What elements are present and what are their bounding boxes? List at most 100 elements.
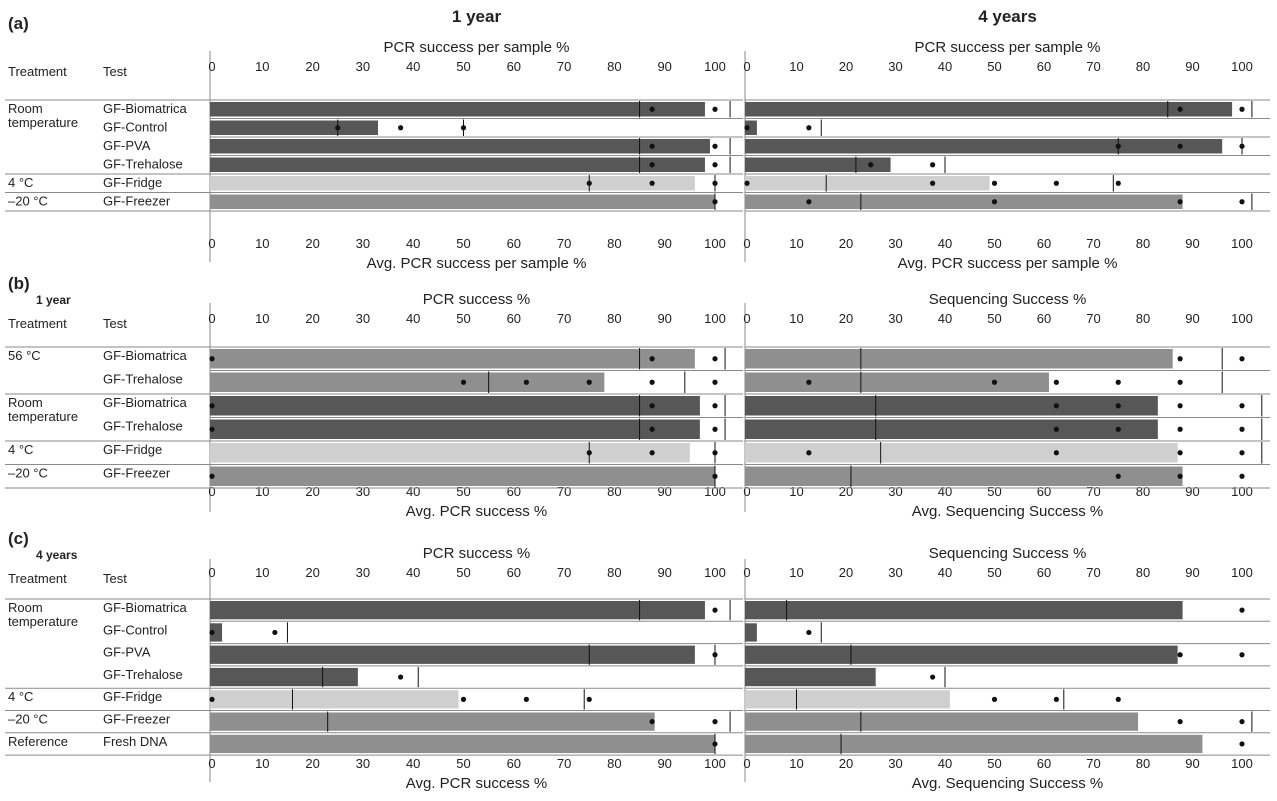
tick-label-bottom: 10 [789, 756, 803, 771]
data-point [649, 450, 655, 456]
tick-label-top: 10 [789, 565, 803, 580]
panel-title: 1 year [452, 7, 502, 26]
tick-label-top: 70 [557, 59, 571, 74]
bar [745, 601, 1183, 620]
category-label: GF-Freezer [103, 194, 171, 209]
category-label: GF-Fridge [103, 689, 162, 704]
category-label: GF-Trehalose [103, 667, 183, 682]
tick-label-bottom: 20 [305, 236, 319, 251]
tick-label-bottom: 0 [743, 236, 750, 251]
tick-label-bottom: 50 [456, 484, 470, 499]
data-point [991, 199, 998, 205]
data-point [649, 162, 655, 168]
tick-label-top: 80 [1136, 311, 1150, 326]
tick-label-bottom: 50 [456, 236, 470, 251]
tick-label-bottom: 90 [657, 484, 671, 499]
tick-label-top: 90 [657, 59, 671, 74]
tick-label-top: 40 [406, 311, 420, 326]
panel-label: (b) [8, 274, 30, 293]
bar [210, 601, 705, 620]
tick-label-bottom: 20 [839, 756, 853, 771]
tick-label-top: 70 [557, 311, 571, 326]
tick-label-top: 80 [607, 565, 621, 580]
tick-label-bottom: 100 [1231, 756, 1253, 771]
tick-label-top: 50 [987, 565, 1001, 580]
panel-5: Sequencing Success % Avg. Sequencing Succ… [743, 545, 1270, 792]
data-point [806, 199, 812, 205]
tick-label-top: 40 [938, 59, 952, 74]
header-treatment: Treatment [8, 64, 67, 79]
bar [210, 443, 690, 463]
x-axis-bottom-label: Avg. PCR success % [406, 503, 547, 520]
tick-label-bottom: 40 [938, 484, 952, 499]
tick-label-top: 100 [704, 59, 726, 74]
header-treatment: Treatment [8, 316, 67, 331]
bar [210, 712, 655, 731]
bar [745, 712, 1139, 731]
data-point [712, 356, 718, 362]
bar [745, 120, 757, 135]
header-test: Test [103, 316, 127, 331]
tick-label-bottom: 70 [1086, 756, 1100, 771]
panel-label: (a) [8, 14, 29, 33]
tick-label-top: 70 [1086, 59, 1100, 74]
category-label: GF-Control [103, 120, 167, 135]
tick-label-top: 80 [607, 311, 621, 326]
tick-label-top: 80 [1136, 59, 1150, 74]
tick-label-bottom: 30 [888, 236, 902, 251]
bar [210, 396, 700, 416]
data-point [744, 180, 750, 186]
data-point [1239, 473, 1245, 479]
tick-label-bottom: 20 [305, 756, 319, 771]
bar [745, 466, 1183, 486]
bar [745, 734, 1203, 754]
x-axis-bottom-label: Avg. Sequencing Success % [912, 503, 1104, 520]
data-point [586, 379, 592, 385]
tick-label-bottom: 0 [208, 236, 215, 251]
tick-label-top: 10 [789, 59, 803, 74]
tick-label-top: 60 [1037, 311, 1051, 326]
data-point [712, 719, 718, 725]
group-label: 4 °C [8, 689, 33, 704]
tick-label-bottom: 30 [888, 484, 902, 499]
data-point [209, 403, 215, 409]
category-label: GF-PVA [103, 138, 151, 153]
tick-label-bottom: 10 [789, 236, 803, 251]
group-label: Reference [8, 734, 68, 749]
data-point [460, 696, 467, 702]
tick-label-top: 50 [456, 311, 470, 326]
tick-label-bottom: 80 [1136, 236, 1150, 251]
data-point [712, 180, 718, 186]
data-point [398, 125, 404, 131]
bar [745, 667, 876, 687]
tick-label-bottom: 10 [255, 756, 269, 771]
tick-label-bottom: 100 [1231, 484, 1253, 499]
data-point [1239, 356, 1245, 362]
bar [210, 372, 605, 392]
data-point [335, 125, 341, 131]
bar [210, 466, 715, 486]
tick-label-bottom: 0 [208, 756, 215, 771]
tick-label-top: 70 [1086, 311, 1100, 326]
x-axis-bottom-label: Avg. Sequencing Success % [912, 775, 1104, 792]
category-label: GF-Trehalose [103, 419, 183, 434]
tick-label-top: 0 [743, 59, 750, 74]
data-point [930, 674, 936, 680]
bar [745, 102, 1233, 117]
tick-label-top: 90 [657, 311, 671, 326]
tick-label-top: 20 [839, 59, 853, 74]
data-point [649, 379, 655, 385]
tick-label-bottom: 90 [1185, 484, 1199, 499]
tick-label-bottom: 30 [356, 236, 370, 251]
tick-label-top: 60 [1037, 59, 1051, 74]
category-label: GF-Biomatrica [103, 101, 188, 116]
tick-label-top: 50 [456, 59, 470, 74]
tick-label-bottom: 80 [607, 756, 621, 771]
x-axis-top-label: PCR success per sample % [384, 39, 570, 56]
tick-label-top: 20 [305, 311, 319, 326]
data-point [1115, 473, 1121, 479]
tick-label-bottom: 10 [789, 484, 803, 499]
category-label: GF-Control [103, 622, 167, 637]
group-label: 4 °C [8, 175, 33, 190]
tick-label-bottom: 0 [743, 484, 750, 499]
